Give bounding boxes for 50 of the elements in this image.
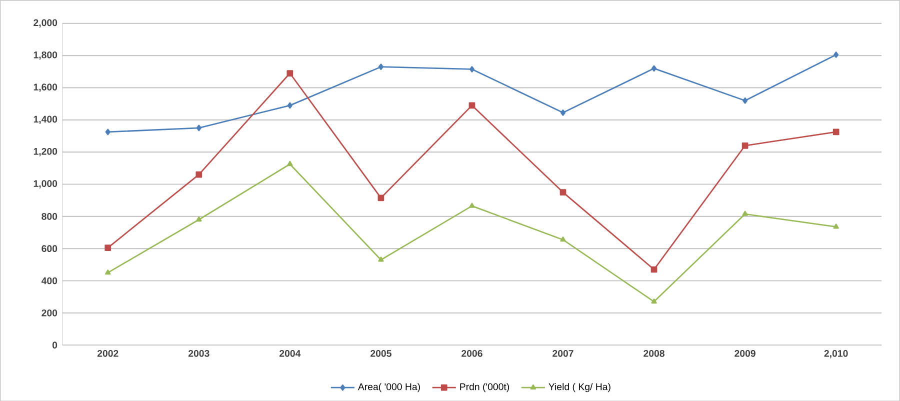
x-tick-label: 2007 — [552, 350, 574, 357]
x-tick-label: 2009 — [734, 350, 756, 357]
point — [832, 128, 840, 135]
point — [833, 223, 839, 229]
point — [105, 128, 110, 135]
point — [651, 298, 657, 304]
point — [196, 124, 202, 131]
y-tick-label: 400 — [41, 277, 58, 284]
point — [378, 256, 384, 262]
y-tick-label: 2,000 — [34, 19, 58, 28]
y-tick-label: 1,600 — [34, 83, 58, 92]
point — [287, 102, 292, 108]
point — [378, 194, 384, 201]
x-tick-label: 2,010 — [824, 350, 848, 358]
y-tick-label: 1,400 — [34, 116, 58, 124]
point — [560, 109, 566, 116]
y-tick-label: 200 — [42, 309, 58, 316]
y-tick-label: 800 — [42, 212, 58, 220]
x-tick-label: 2003 — [188, 350, 210, 357]
point — [196, 171, 202, 178]
point — [560, 236, 566, 242]
point — [469, 202, 475, 208]
point — [650, 266, 658, 272]
point — [105, 269, 111, 274]
point — [286, 70, 294, 76]
legend-label: Area( '000 Ha) — [358, 382, 420, 392]
point — [468, 102, 476, 108]
x-tick-label: 2006 — [462, 350, 482, 357]
point — [560, 188, 566, 196]
point — [742, 142, 748, 149]
point — [104, 244, 112, 251]
x-tick-label: 2008 — [644, 350, 664, 357]
point — [196, 216, 202, 222]
point — [742, 97, 748, 104]
legend-label: Yield ( Kg/ Ha) — [548, 382, 610, 392]
y-tick-label: 1,800 — [34, 51, 58, 60]
x-tick-label: 2005 — [370, 350, 392, 357]
x-tick-label: 2002 — [97, 350, 118, 357]
y-tick-label: 600 — [42, 244, 58, 252]
point — [834, 51, 839, 58]
x-tick-label: 2004 — [279, 350, 301, 357]
y-tick-label: 1,000 — [34, 180, 58, 188]
point — [651, 65, 657, 72]
point — [742, 210, 748, 216]
point — [469, 66, 475, 72]
point — [378, 63, 384, 70]
legend-label: Prdn ('000t) — [460, 382, 510, 392]
y-tick-label: 1,200 — [34, 148, 58, 156]
point — [287, 160, 293, 166]
y-tick-label: 0 — [52, 341, 58, 348]
